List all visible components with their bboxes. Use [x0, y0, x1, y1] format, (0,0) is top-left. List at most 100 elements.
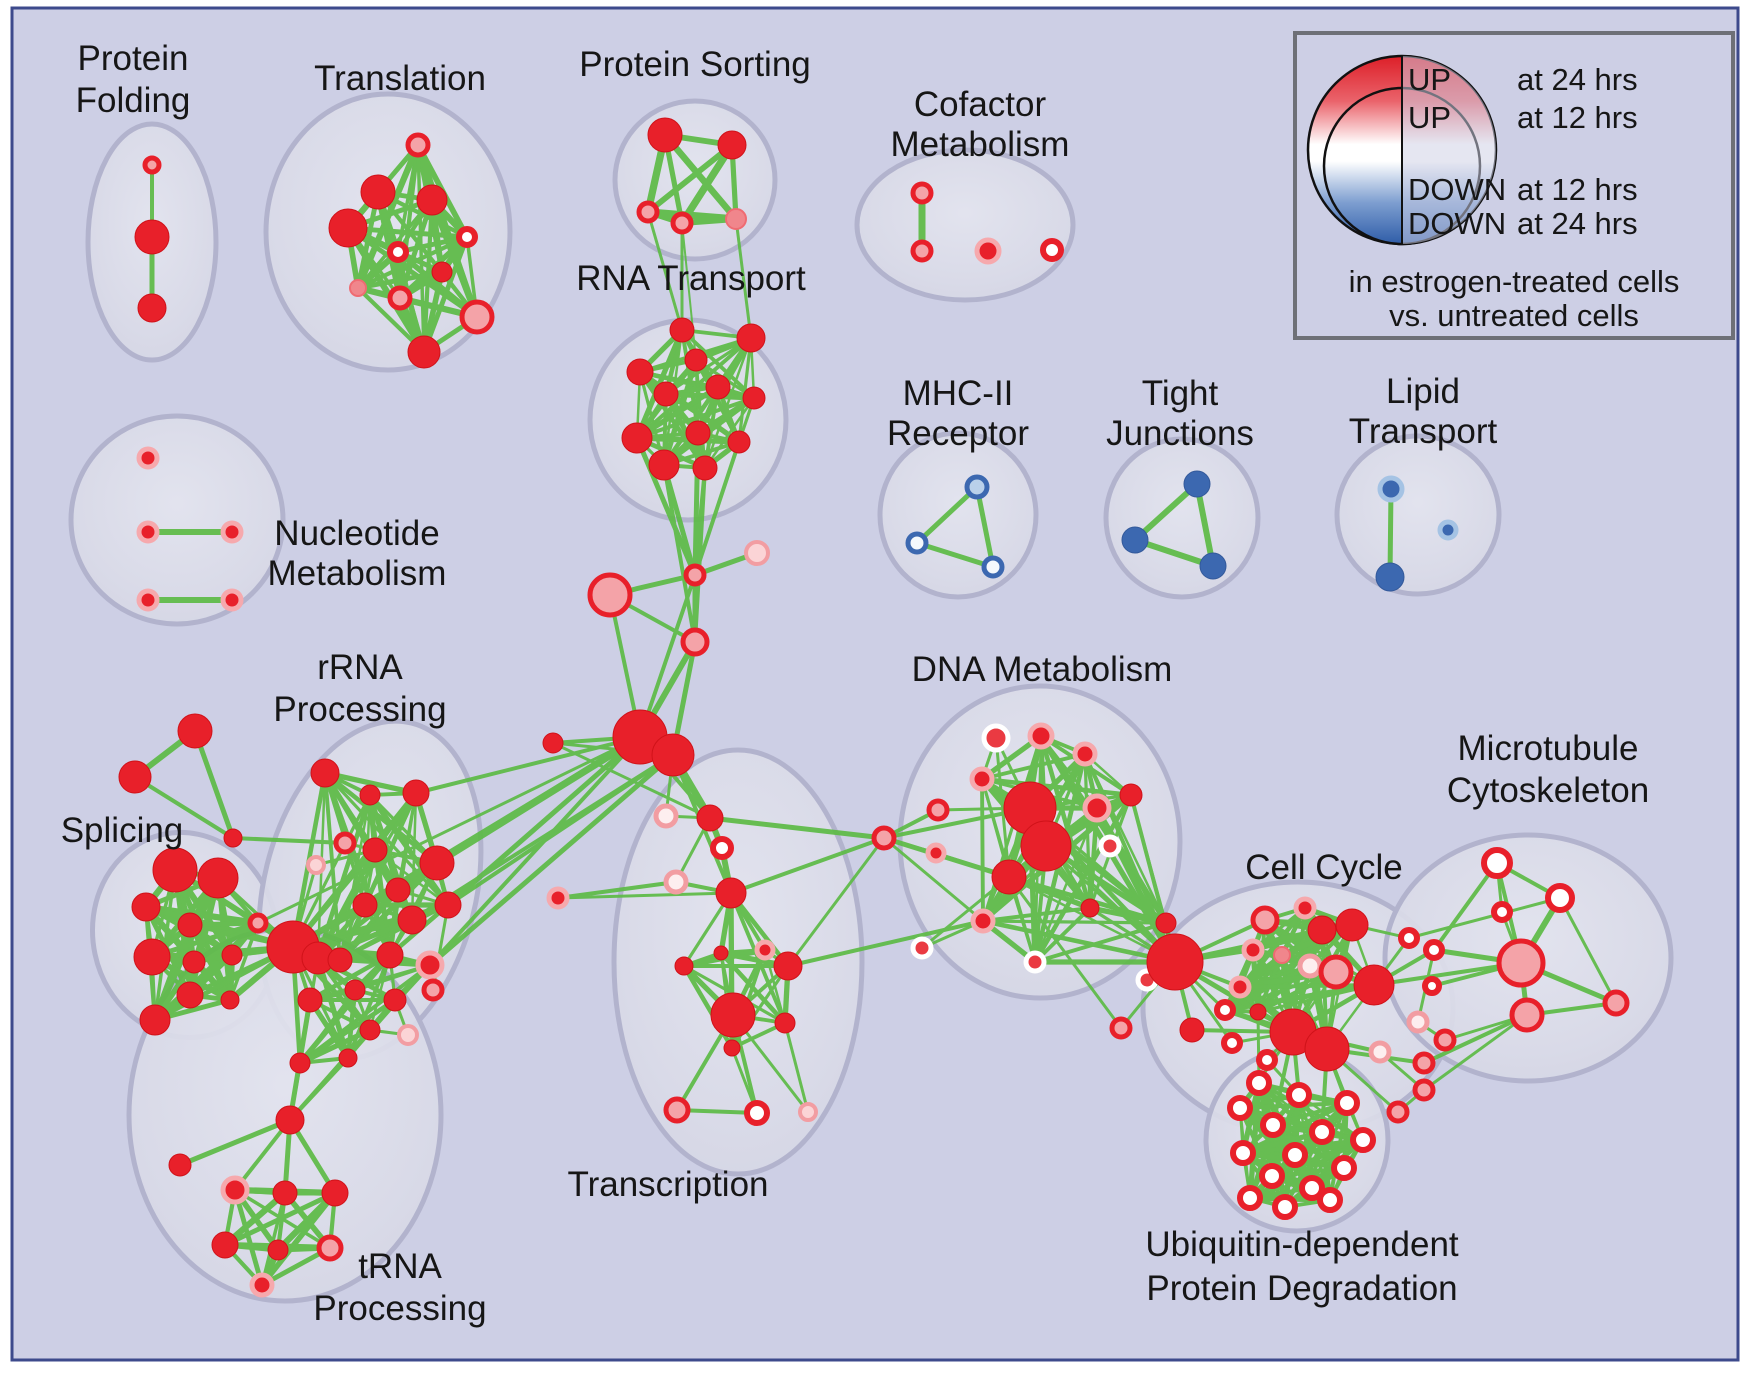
- cluster-label-lipid-transport: Transport: [1349, 412, 1498, 451]
- network-node-tr12: [663, 1096, 691, 1124]
- network-node-n9: [249, 1272, 275, 1298]
- network-node-r2: [359, 784, 381, 806]
- network-node-d21: [1146, 933, 1204, 991]
- network-edge: [914, 484, 980, 546]
- network-node-u12: [1299, 1175, 1325, 1201]
- network-node-c7: [542, 732, 564, 754]
- network-node-rt12: [692, 455, 718, 481]
- network-edge: [1422, 1013, 1529, 1065]
- cluster-ellipse-transcription: [611, 747, 865, 1177]
- network-edge: [355, 269, 445, 291]
- network-node-cc14: [1304, 1026, 1350, 1072]
- network-node-rt11: [648, 449, 680, 481]
- network-node-tj2: [1121, 526, 1149, 554]
- legend-box: [1293, 31, 1735, 340]
- network-edge: [635, 336, 753, 440]
- network-edge: [428, 735, 642, 967]
- network-node-r10: [397, 905, 427, 935]
- network-node-mc8: [1406, 1010, 1430, 1034]
- network-node-ps1: [647, 117, 683, 153]
- network-node-mc2: [1545, 883, 1575, 913]
- network-node-mc1: [1481, 847, 1513, 879]
- network-node-rt8: [621, 422, 653, 454]
- network-node-t8: [349, 279, 367, 297]
- network-node-u13: [1237, 1185, 1263, 1211]
- legend-footer-0: in estrogen-treated cells: [1349, 264, 1680, 299]
- network-edge: [1558, 896, 1618, 1005]
- cluster-label-ubiquitin-degradation: Ubiquitin-dependent: [1145, 1225, 1459, 1264]
- network-node-t11: [407, 335, 441, 369]
- legend-row-time-0: at 24 hrs: [1517, 62, 1638, 97]
- network-node-d3: [1072, 741, 1098, 767]
- network-node-p2: [134, 219, 170, 255]
- network-node-m2: [905, 531, 929, 555]
- network-edge: [646, 210, 684, 332]
- network-edge: [634, 435, 698, 578]
- network-edge: [291, 793, 372, 949]
- network-node-d10: [871, 825, 897, 851]
- network-node-u11: [1259, 1163, 1285, 1189]
- network-node-u15: [1317, 1187, 1343, 1213]
- network-edge: [1263, 918, 1376, 987]
- network-node-tr6: [713, 945, 729, 961]
- network-node-cc4: [1335, 908, 1369, 942]
- network-edge: [322, 770, 440, 866]
- network-edge: [290, 734, 643, 950]
- network-nodes: [118, 117, 1630, 1298]
- network-node-t4: [328, 208, 368, 248]
- network-node-r21: [359, 1019, 381, 1041]
- network-node-t3: [416, 184, 448, 216]
- network-node-tj3: [1199, 552, 1227, 580]
- cluster-label-nucleotide-metabolism: Nucleotide: [274, 514, 439, 553]
- network-node-rt7: [742, 386, 766, 410]
- cluster-ellipse-nucleotide-metabolism: [68, 413, 286, 627]
- network-node-c2: [744, 540, 770, 566]
- network-node-c1: [683, 563, 707, 587]
- network-edge: [222, 1190, 338, 1248]
- network-edge: [634, 384, 721, 441]
- cluster-label-cofactor-metabolism: Cofactor: [914, 85, 1047, 124]
- network-node-c9: [653, 803, 679, 829]
- network-edge: [638, 573, 697, 739]
- network-node-u3: [1227, 1095, 1253, 1121]
- cluster-ellipse-tight-junctions: [1103, 436, 1261, 600]
- network-edge: [664, 392, 741, 444]
- network-edge: [661, 131, 740, 223]
- network-node-nu1: [136, 446, 160, 470]
- cluster-label-nucleotide-metabolism: Metabolism: [268, 554, 447, 593]
- network-node-r15: [376, 941, 404, 969]
- network-edge: [192, 728, 236, 841]
- cluster-label-mhc-ii-receptor: MHC-II: [903, 374, 1014, 413]
- network-node-n2: [168, 1153, 192, 1177]
- network-node-m3: [981, 555, 1005, 579]
- network-node-s7: [182, 950, 206, 974]
- cluster-label-rna-transport: RNA Transport: [576, 259, 806, 298]
- network-edge: [678, 141, 736, 227]
- network-edge: [1132, 537, 1216, 569]
- network-node-cf1: [910, 181, 934, 205]
- network-edge: [1132, 481, 1200, 543]
- network-edge: [1007, 875, 1123, 1030]
- network-node-cc2: [1293, 896, 1317, 920]
- network-edge: [232, 1187, 265, 1288]
- network-node-d13: [1098, 834, 1122, 858]
- network-node-t7: [431, 261, 453, 283]
- network-node-r24: [289, 1052, 311, 1074]
- network-node-r23: [338, 1048, 358, 1068]
- network-edge: [1422, 1013, 1529, 1092]
- network-edge: [786, 919, 985, 968]
- network-node-tr5: [754, 939, 776, 961]
- network-edge: [1432, 861, 1499, 952]
- network-node-s5: [247, 912, 269, 934]
- legend-footer-1: vs. untreated cells: [1389, 298, 1639, 333]
- network-edge: [256, 735, 642, 925]
- cluster-label-tight-junctions: Tight: [1142, 374, 1219, 413]
- network-node-d14: [970, 908, 996, 934]
- network-node-cc22: [1386, 1100, 1410, 1124]
- cluster-label-splicing: Splicing: [61, 811, 184, 850]
- cluster-ellipse-cofactor-metabolism: [854, 147, 1076, 303]
- network-node-n8: [316, 1234, 344, 1262]
- network-node-cc16: [1221, 1032, 1243, 1054]
- network-node-mc5: [1509, 997, 1545, 1033]
- network-node-cf4: [1040, 238, 1064, 262]
